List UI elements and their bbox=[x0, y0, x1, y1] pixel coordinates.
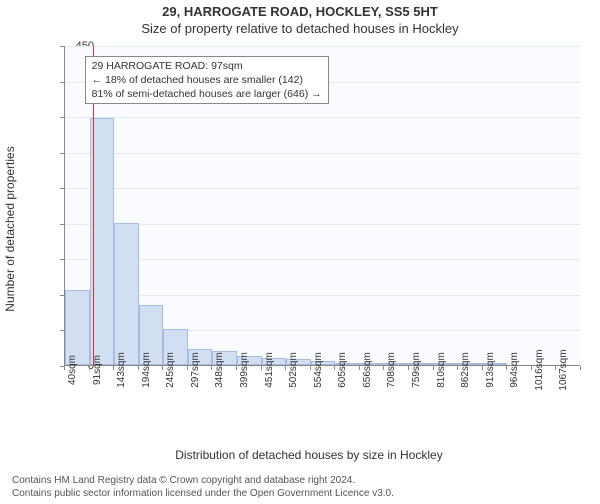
x-tick-mark bbox=[162, 366, 163, 370]
x-axis-label: Distribution of detached houses by size … bbox=[175, 448, 442, 462]
info-line: 81% of semi-detached houses are larger (… bbox=[92, 87, 322, 101]
x-tick-mark bbox=[506, 366, 507, 370]
x-tick-mark bbox=[236, 366, 237, 370]
x-tick-label: 964sqm bbox=[509, 352, 520, 388]
x-tick-label: 708sqm bbox=[386, 352, 397, 388]
chart-container: Number of detached properties Distributi… bbox=[34, 46, 584, 412]
x-tick-label: 1067sqm bbox=[558, 349, 569, 390]
chart-title-sub: Size of property relative to detached ho… bbox=[0, 21, 600, 36]
x-tick-mark bbox=[359, 366, 360, 370]
x-tick-mark bbox=[138, 366, 139, 370]
x-tick-mark bbox=[334, 366, 335, 370]
x-tick-label: 245sqm bbox=[165, 352, 176, 388]
chart-title-main: 29, HARROGATE ROAD, HOCKLEY, SS5 5HT bbox=[0, 4, 600, 19]
x-tick-label: 554sqm bbox=[313, 352, 324, 388]
x-tick-mark bbox=[383, 366, 384, 370]
footer-attribution: Contains HM Land Registry data © Crown c… bbox=[12, 474, 394, 500]
x-tick-label: 399sqm bbox=[239, 352, 250, 388]
x-tick-mark bbox=[285, 366, 286, 370]
gridline bbox=[65, 259, 580, 260]
info-line: ← 18% of detached houses are smaller (14… bbox=[92, 73, 322, 87]
x-tick-mark bbox=[433, 366, 434, 370]
x-tick-mark bbox=[89, 366, 90, 370]
x-tick-mark bbox=[580, 366, 581, 370]
x-tick-mark bbox=[261, 366, 262, 370]
x-tick-mark bbox=[408, 366, 409, 370]
gridline bbox=[65, 224, 580, 225]
x-tick-label: 40sqm bbox=[67, 355, 78, 385]
x-tick-label: 194sqm bbox=[141, 352, 152, 388]
info-line: 29 HARROGATE ROAD: 97sqm bbox=[92, 59, 322, 73]
x-tick-label: 451sqm bbox=[264, 352, 275, 388]
x-tick-mark bbox=[64, 366, 65, 370]
gridline bbox=[65, 117, 580, 118]
x-tick-mark bbox=[482, 366, 483, 370]
x-tick-mark bbox=[187, 366, 188, 370]
histogram-bar bbox=[114, 223, 139, 365]
x-tick-label: 656sqm bbox=[362, 352, 373, 388]
x-tick-label: 348sqm bbox=[214, 352, 225, 388]
y-axis-label: Number of detached properties bbox=[3, 146, 17, 311]
gridline bbox=[65, 153, 580, 154]
x-tick-mark bbox=[531, 366, 532, 370]
x-tick-label: 759sqm bbox=[411, 352, 422, 388]
x-tick-label: 605sqm bbox=[337, 352, 348, 388]
gridline bbox=[65, 188, 580, 189]
x-tick-mark bbox=[211, 366, 212, 370]
x-tick-label: 91sqm bbox=[92, 355, 103, 385]
x-tick-label: 502sqm bbox=[288, 352, 299, 388]
x-tick-label: 143sqm bbox=[116, 352, 127, 388]
x-tick-label: 862sqm bbox=[460, 352, 471, 388]
footer-line2: Contains public sector information licen… bbox=[12, 487, 394, 500]
x-tick-label: 1016sqm bbox=[534, 349, 545, 390]
histogram-bar bbox=[65, 290, 90, 365]
info-box: 29 HARROGATE ROAD: 97sqm← 18% of detache… bbox=[85, 56, 329, 105]
x-tick-label: 297sqm bbox=[190, 352, 201, 388]
gridline bbox=[65, 295, 580, 296]
gridline bbox=[65, 46, 580, 47]
x-tick-label: 810sqm bbox=[436, 352, 447, 388]
x-tick-mark bbox=[113, 366, 114, 370]
x-tick-mark bbox=[457, 366, 458, 370]
x-tick-label: 913sqm bbox=[485, 352, 496, 388]
plot-area: 29 HARROGATE ROAD: 97sqm← 18% of detache… bbox=[64, 46, 580, 366]
x-tick-mark bbox=[310, 366, 311, 370]
footer-line1: Contains HM Land Registry data © Crown c… bbox=[12, 474, 394, 487]
x-tick-mark bbox=[555, 366, 556, 370]
